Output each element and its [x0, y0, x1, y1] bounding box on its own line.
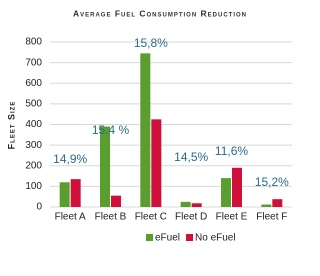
annotation: 15,8%	[134, 36, 168, 50]
bar	[232, 167, 242, 207]
y-tick-label: 800	[25, 37, 42, 48]
y-tick-label: 400	[25, 119, 42, 130]
legend-label: No eFuel	[195, 233, 236, 244]
x-tick-label: Fleet B	[95, 212, 127, 223]
bar	[272, 199, 283, 207]
x-tick-label: Fleet E	[216, 212, 248, 223]
legend-label: eFuel	[155, 233, 180, 244]
chart: Average Fuel Consumption Reduction Fleet…	[6, 8, 292, 244]
annotation: 14,5%	[174, 150, 208, 164]
y-tick-label: 200	[25, 160, 42, 171]
bar	[100, 126, 110, 207]
bar	[70, 179, 81, 207]
y-axis-label: Fleet Size	[6, 101, 16, 150]
bar	[59, 182, 70, 207]
chart-title: Average Fuel Consumption Reduction	[73, 8, 247, 18]
legend-swatch	[146, 234, 153, 241]
x-tick-label: Fleet D	[175, 212, 207, 223]
y-tick-label: 300	[25, 140, 42, 151]
bar	[191, 203, 202, 207]
y-tick-label: 500	[25, 99, 42, 110]
annotation: 14,9%	[53, 152, 87, 166]
annotation: 11,6%	[215, 144, 248, 158]
y-tick-label: 600	[25, 78, 42, 89]
y-tick-label: 700	[25, 57, 42, 68]
y-tick-label: 100	[25, 181, 42, 192]
x-tick-label: Fleet A	[55, 212, 86, 223]
x-tick-label: Fleet C	[135, 212, 167, 223]
bar	[111, 195, 121, 207]
bar	[261, 204, 272, 207]
y-tick-label: 0	[36, 202, 42, 213]
annotation: 15,4 %	[92, 123, 130, 137]
x-tick-label: Fleet F	[256, 212, 287, 223]
bar	[221, 178, 231, 207]
bar	[180, 201, 191, 207]
bar	[151, 119, 162, 207]
bar	[140, 53, 151, 207]
annotation: 15,2%	[255, 175, 289, 189]
legend-swatch	[186, 234, 194, 241]
